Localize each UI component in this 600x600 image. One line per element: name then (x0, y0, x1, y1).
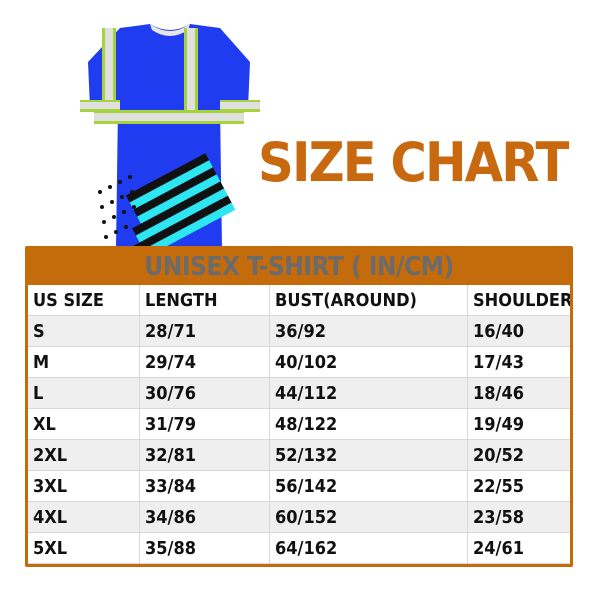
table-row: 5XL 35/88 64/162 24/61 (28, 533, 570, 564)
table-cell: 33/84 (140, 471, 270, 502)
table-cell: 35/88 (140, 533, 270, 564)
table-cell: 28/71 (140, 316, 270, 347)
column-header: LENGTH (140, 285, 270, 316)
table-cell: 20/52 (468, 440, 570, 471)
column-header: US SIZE (28, 285, 140, 316)
table-cell: 5XL (28, 533, 140, 564)
table-cell: 32/81 (140, 440, 270, 471)
table-cell: 30/76 (140, 378, 270, 409)
table-row: S 28/71 36/92 16/40 (28, 316, 570, 347)
table-cell: S (28, 316, 140, 347)
table-cell: 16/40 (468, 316, 570, 347)
table-cell: 17/43 (468, 347, 570, 378)
table-cell: 60/152 (270, 502, 468, 533)
page-title: SIZE CHART (258, 131, 569, 194)
table-row: 2XL 32/81 52/132 20/52 (28, 440, 570, 471)
table-cell: 2XL (28, 440, 140, 471)
tshirt-image (80, 24, 260, 250)
table-cell: 31/79 (140, 409, 270, 440)
table-row: XL 31/79 48/122 19/49 (28, 409, 570, 440)
table-row: L 30/76 44/112 18/46 (28, 378, 570, 409)
table-cell: 29/74 (140, 347, 270, 378)
table-cell: 3XL (28, 471, 140, 502)
table-cell: 64/162 (270, 533, 468, 564)
table-cell: 56/142 (270, 471, 468, 502)
table-cell: 44/112 (270, 378, 468, 409)
table-row: 3XL 33/84 56/142 22/55 (28, 471, 570, 502)
table-cell: 23/58 (468, 502, 570, 533)
table-cell: 40/102 (270, 347, 468, 378)
table-cell: 22/55 (468, 471, 570, 502)
table-cell: 36/92 (270, 316, 468, 347)
table-cell: 18/46 (468, 378, 570, 409)
size-chart-table: UNISEX T-SHIRT ( IN/CM) US SIZE LENGTH BUS… (25, 246, 573, 567)
table-cell: 48/122 (270, 409, 468, 440)
table-cell: 52/132 (270, 440, 468, 471)
table-row: M 29/74 40/102 17/43 (28, 347, 570, 378)
table-cell: 34/86 (140, 502, 270, 533)
column-header: SHOULDER (468, 285, 570, 316)
table-cell: 4XL (28, 502, 140, 533)
table-header-row: US SIZE LENGTH BUST(AROUND) SHOULDER (28, 285, 570, 316)
table-cell: 24/61 (468, 533, 570, 564)
table-caption: UNISEX T-SHIRT ( IN/CM) (144, 252, 454, 282)
table-row: 4XL 34/86 60/152 23/58 (28, 502, 570, 533)
column-header: BUST(AROUND) (270, 285, 468, 316)
table-cell: M (28, 347, 140, 378)
table-cell: XL (28, 409, 140, 440)
table-cell: 19/49 (468, 409, 570, 440)
table-cell: L (28, 378, 140, 409)
